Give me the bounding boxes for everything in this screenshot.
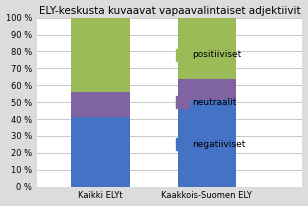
Bar [71, 117, 130, 187]
Bar [178, 101, 236, 187]
Bar [71, 92, 130, 117]
FancyBboxPatch shape [176, 138, 189, 150]
Text: neutraalit: neutraalit [192, 98, 236, 107]
Text: negatiiviset: negatiiviset [192, 140, 245, 149]
FancyBboxPatch shape [176, 49, 189, 61]
FancyBboxPatch shape [176, 96, 189, 108]
Title: ELY-keskusta kuvaavat vapaavalintaiset adjektiivit: ELY-keskusta kuvaavat vapaavalintaiset a… [39, 6, 300, 16]
Bar [178, 18, 236, 78]
Bar [178, 78, 236, 101]
Bar [71, 18, 130, 92]
Text: positiiviset: positiiviset [192, 50, 241, 59]
